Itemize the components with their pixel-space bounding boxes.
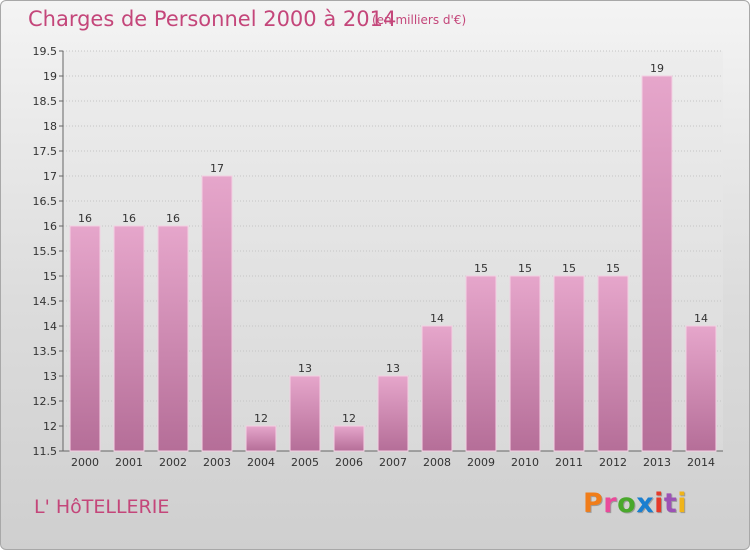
y-tick-label: 16.5 — [33, 195, 58, 208]
x-tick-label: 2011 — [555, 456, 583, 469]
bar — [289, 375, 321, 452]
data-label: 15 — [562, 262, 576, 275]
y-tick-label: 14 — [43, 320, 57, 333]
y-tick-label: 16 — [43, 220, 57, 233]
y-tick-label: 13 — [43, 370, 57, 383]
bar — [245, 425, 277, 452]
y-tick-label: 19 — [43, 70, 57, 83]
y-tick-label: 15.5 — [33, 245, 58, 258]
data-label: 17 — [210, 162, 224, 175]
data-label: 15 — [606, 262, 620, 275]
bar — [157, 225, 189, 452]
logo-letter: x — [636, 488, 655, 519]
x-tick-label: 2005 — [291, 456, 319, 469]
data-label: 13 — [298, 362, 312, 375]
y-tick-label: 19.5 — [33, 45, 58, 58]
logo-letter: o — [617, 488, 637, 519]
y-axis-ticks: 11.5 12 12.5 13 13.5 14 14.5 15 15.5 16 16.5 17 17.5… — [33, 45, 58, 458]
data-label: 14 — [430, 312, 444, 325]
x-tick-label: 2010 — [511, 456, 539, 469]
x-tick-label: 2009 — [467, 456, 495, 469]
x-tick-label: 2000 — [71, 456, 99, 469]
bar — [113, 225, 145, 452]
x-tick-label: 2012 — [599, 456, 627, 469]
x-tick-label: 2004 — [247, 456, 275, 469]
logo-letter: P — [583, 488, 604, 519]
y-tick-label: 18 — [43, 120, 57, 133]
x-axis-ticks: 2000 2001 2002 2003 2004 2005 2006 2007 2008 2009… — [71, 456, 715, 469]
y-tick-label: 12 — [43, 420, 57, 433]
proxiti-logo: Proxiti — [583, 488, 687, 519]
logo-letter: r — [603, 488, 618, 519]
data-label: 16 — [166, 212, 180, 225]
x-tick-label: 2003 — [203, 456, 231, 469]
data-label: 15 — [474, 262, 488, 275]
x-tick-label: 2006 — [335, 456, 363, 469]
data-label: 13 — [386, 362, 400, 375]
bar — [553, 275, 585, 452]
chart-subtitle: (en milliers d'€) — [372, 13, 467, 27]
bar — [333, 425, 365, 452]
y-tick-label: 15 — [43, 270, 57, 283]
bar — [377, 375, 409, 452]
data-label: 15 — [518, 262, 532, 275]
data-label: 19 — [650, 62, 664, 75]
logo-letter: i — [654, 488, 664, 519]
data-label: 12 — [342, 412, 356, 425]
y-tick-label: 18.5 — [33, 95, 58, 108]
x-tick-label: 2013 — [643, 456, 671, 469]
y-tick-label: 17 — [43, 170, 57, 183]
data-labels: 16 16 16 17 12 13 12 13 14 15 15 15 15 19 14 — [78, 62, 708, 425]
y-tick-label: 17.5 — [33, 145, 58, 158]
commune-label: L' HôTELLERIE — [34, 496, 170, 518]
bar — [509, 275, 541, 452]
x-tick-label: 2002 — [159, 456, 187, 469]
bar — [465, 275, 497, 452]
y-tick-label: 11.5 — [33, 445, 58, 458]
bar — [421, 325, 453, 452]
bar — [641, 75, 673, 452]
bar — [69, 225, 101, 452]
data-label: 16 — [78, 212, 92, 225]
bar — [201, 175, 233, 452]
data-label: 16 — [122, 212, 136, 225]
y-tick-label: 13.5 — [33, 345, 58, 358]
x-tick-label: 2007 — [379, 456, 407, 469]
y-tick-label: 12.5 — [33, 395, 58, 408]
data-label: 14 — [694, 312, 708, 325]
x-tick-label: 2001 — [115, 456, 143, 469]
bars-group — [69, 75, 717, 452]
bar — [597, 275, 629, 452]
logo-letter: i — [677, 488, 688, 519]
data-label: 12 — [254, 412, 268, 425]
x-tick-label: 2008 — [423, 456, 451, 469]
logo-letter: t — [663, 488, 678, 519]
y-tick-label: 14.5 — [33, 295, 58, 308]
x-tick-label: 2014 — [687, 456, 715, 469]
chart-title: Charges de Personnel 2000 à 2014 — [28, 7, 397, 31]
bar — [685, 325, 717, 452]
